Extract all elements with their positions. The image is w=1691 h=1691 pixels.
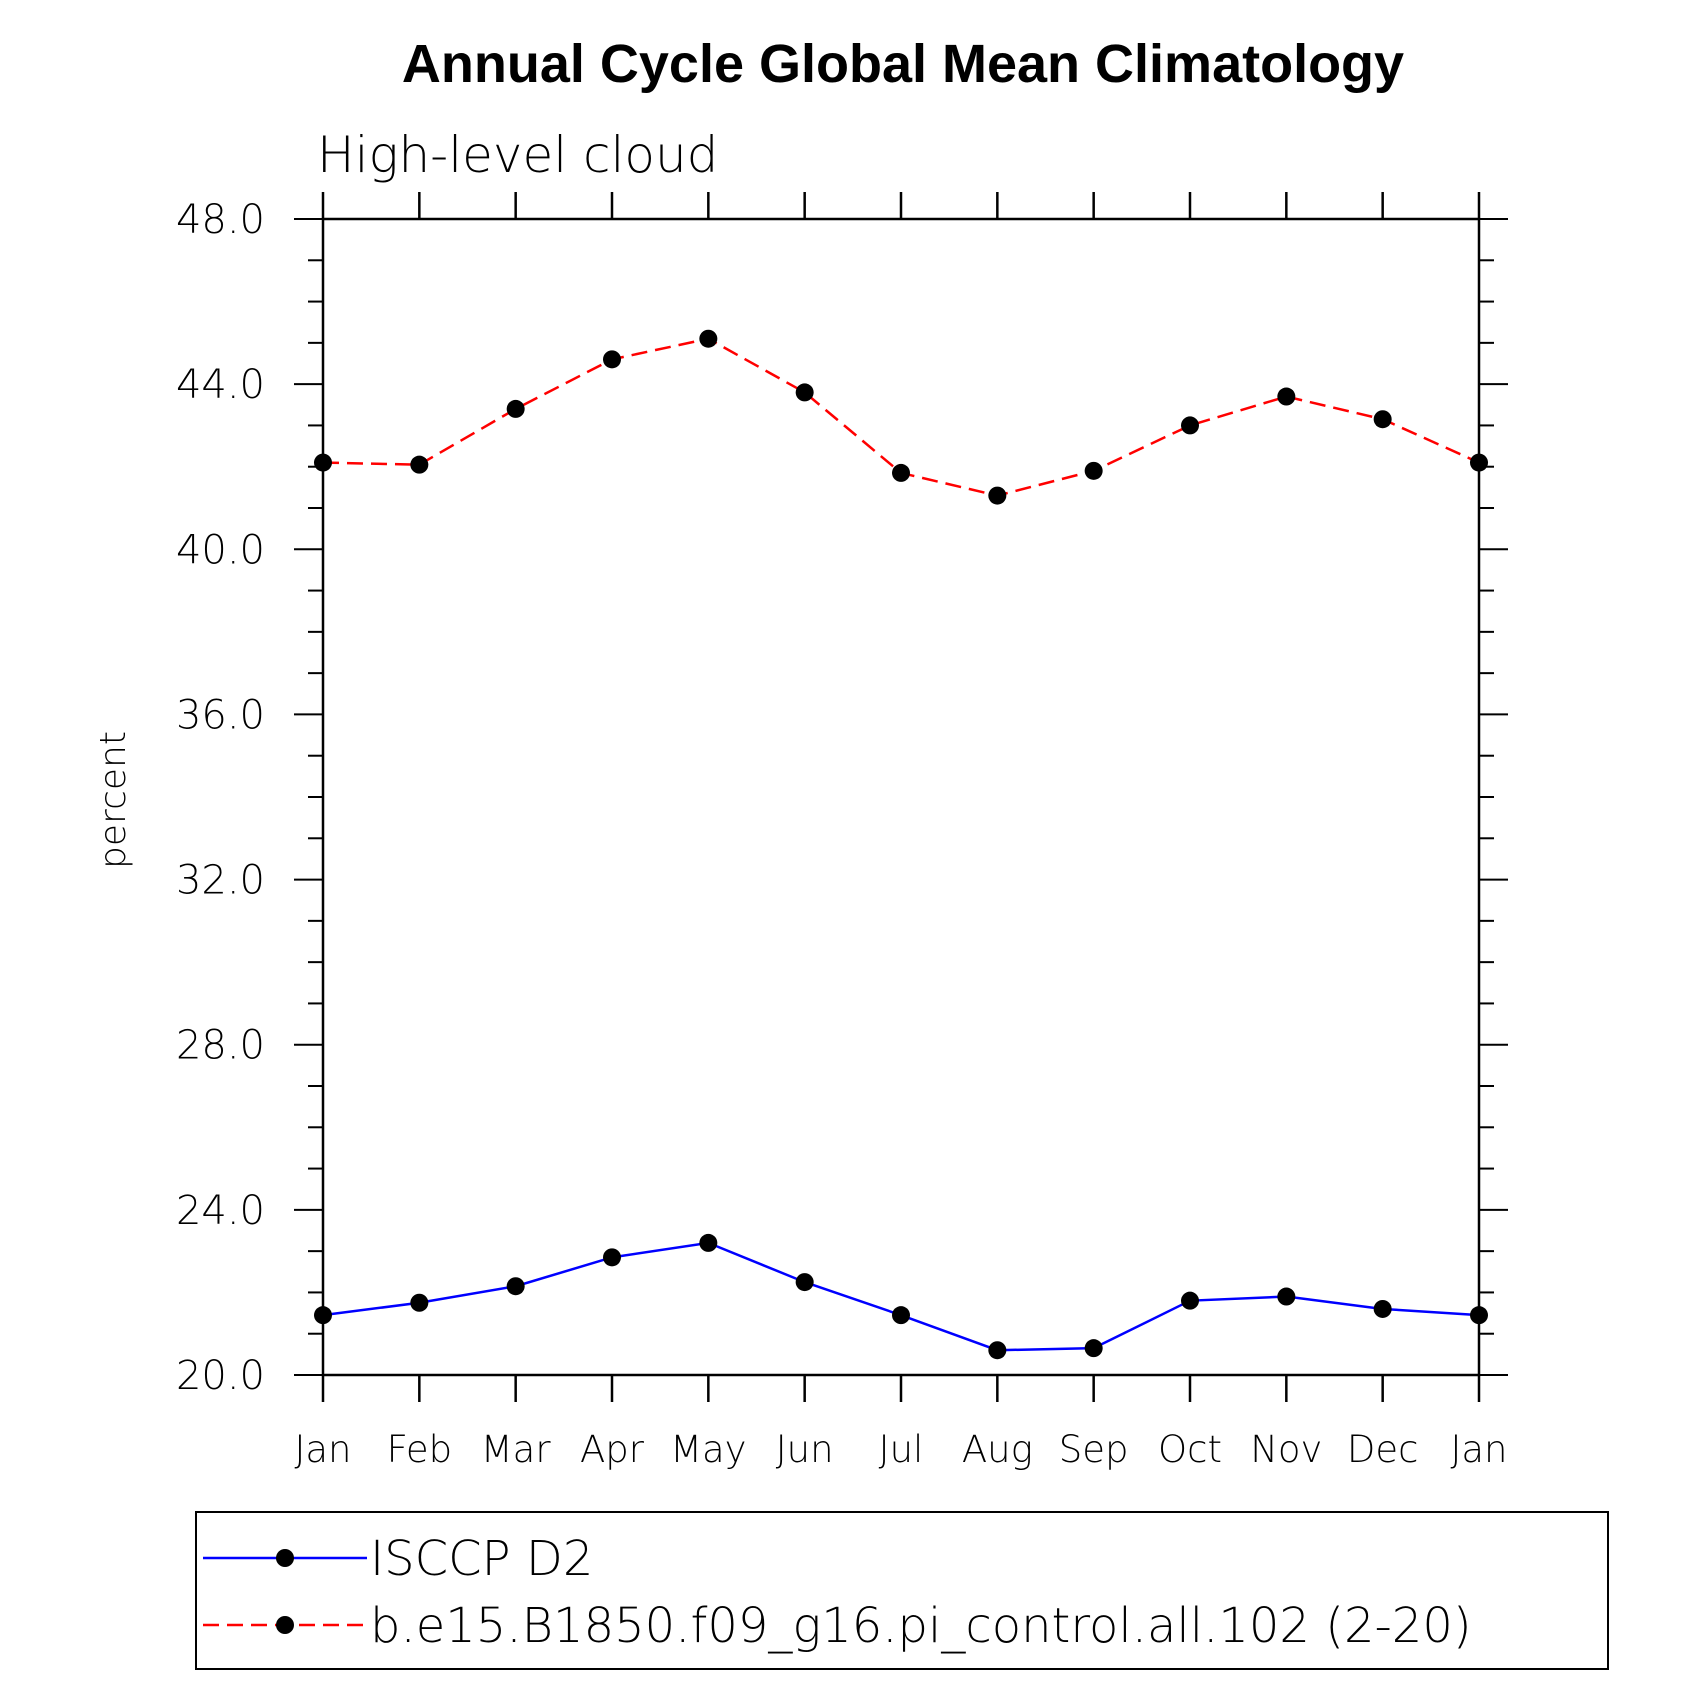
y-tick-label: 20.0 — [176, 1353, 265, 1399]
x-tick-label: Oct — [1158, 1428, 1222, 1471]
data-point — [699, 329, 718, 348]
y-tick-label: 28.0 — [176, 1023, 265, 1069]
plot-area — [321, 217, 1481, 1377]
data-point — [795, 1273, 814, 1292]
x-tick-label: Aug — [962, 1428, 1033, 1471]
data-point — [1084, 1339, 1103, 1358]
data-point — [506, 399, 525, 418]
legend-box — [195, 1511, 1609, 1670]
y-tick-label: 24.0 — [176, 1188, 265, 1234]
chart-title: Annual Cycle Global Mean Climatology — [402, 34, 1404, 94]
data-point — [1470, 453, 1488, 472]
x-tick-label: Apr — [580, 1428, 645, 1471]
y-tick-label: 40.0 — [176, 527, 265, 573]
data-point — [699, 1233, 718, 1252]
chart-subtitle: High-level cloud — [317, 126, 718, 184]
data-point — [1181, 416, 1199, 435]
data-point — [1373, 1299, 1392, 1318]
legend-marker — [276, 1616, 294, 1634]
data-point — [1277, 1287, 1296, 1306]
legend-marker — [276, 1549, 294, 1567]
legend-label: ISCCP D2 — [370, 1531, 593, 1587]
data-point — [1277, 387, 1296, 406]
data-point — [410, 455, 429, 474]
data-point — [314, 453, 332, 472]
legend-label: b.e15.B1850.f09_g16.pi_control.all.102 (… — [370, 1598, 1472, 1654]
data-point — [410, 1293, 429, 1312]
data-point — [1470, 1306, 1488, 1325]
y-tick-label: 48.0 — [176, 197, 265, 243]
y-axis-label: percent — [93, 731, 134, 869]
data-point — [314, 1306, 332, 1325]
data-point — [1084, 461, 1103, 480]
plot-frame — [321, 217, 1481, 1377]
series-line-0 — [322, 1241, 1480, 1352]
y-tick-label: 44.0 — [176, 362, 265, 408]
data-point — [988, 1341, 1007, 1360]
x-tick-label: Jan — [1450, 1428, 1507, 1471]
y-tick-label: 32.0 — [176, 858, 265, 904]
data-point — [892, 1306, 910, 1325]
x-tick-label: Nov — [1250, 1428, 1322, 1471]
x-tick-label: Mar — [481, 1428, 552, 1471]
y-tick-label: 36.0 — [176, 692, 265, 738]
legend: ISCCP D2 b.e15.B1850.f09_g16.pi_control.a… — [195, 1511, 1609, 1670]
data-point — [1181, 1291, 1199, 1310]
x-tick-label: Dec — [1347, 1428, 1419, 1471]
data-point — [603, 1248, 621, 1267]
data-point — [988, 486, 1007, 505]
data-point — [506, 1277, 525, 1296]
x-tick-label: Sep — [1059, 1428, 1129, 1471]
y-axis: 20.0 24.0 28.0 32.0 36.0 40.0 44.0 48.0 — [176, 197, 1508, 1399]
series-layer — [314, 329, 1488, 1360]
x-tick-label: Jul — [879, 1428, 924, 1471]
x-axis: Jan Feb Mar Apr May Jun Jul Aug Sep Oct Nov Dec Jan — [294, 192, 1508, 1471]
x-tick-label: Feb — [387, 1428, 453, 1471]
data-point — [892, 463, 910, 482]
data-point — [1373, 410, 1392, 429]
x-tick-label: Jun — [776, 1428, 834, 1471]
data-point — [795, 383, 814, 402]
x-tick-label: May — [670, 1428, 747, 1471]
x-tick-label: Jan — [294, 1428, 351, 1471]
data-point — [603, 350, 621, 369]
